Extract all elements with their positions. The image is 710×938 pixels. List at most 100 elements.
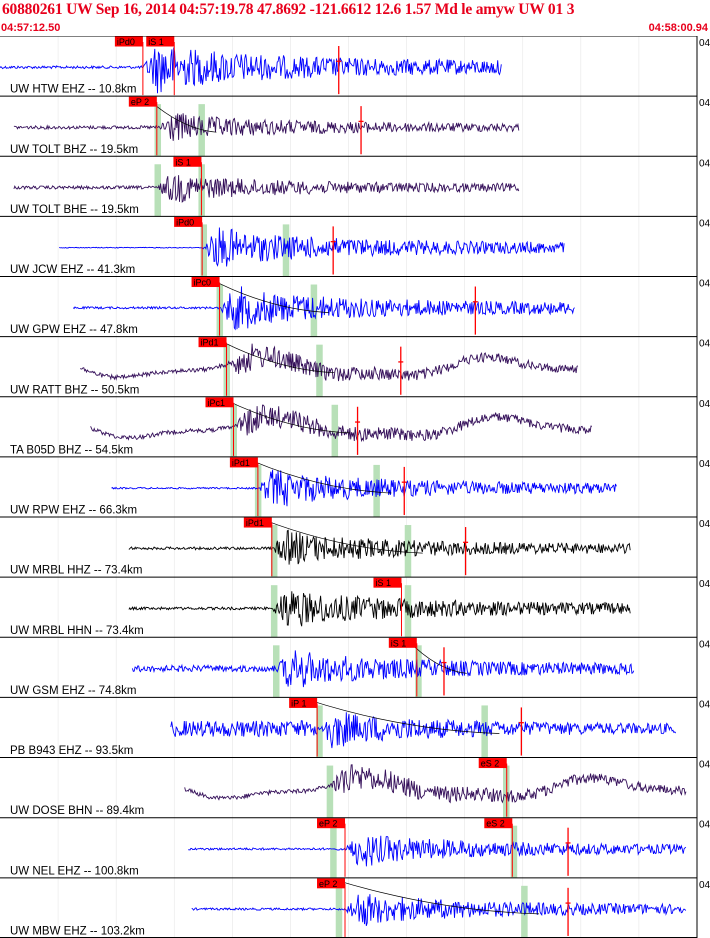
phase-pick-label: eP 2 [319,819,337,829]
theoretical-arrival-band [154,164,162,217]
right-edge-label: 04 [699,579,710,590]
theoretical-arrival-band [335,885,343,938]
trace-panel: eS 2 UW DOSE BHN -- 89.4km 04 [0,757,710,818]
waveform [131,650,635,688]
waveform [170,712,677,749]
station-label: UW GSM EHZ -- 74.8km [10,685,137,697]
travel-time-curve [209,278,329,313]
theoretical-arrival-band [326,765,334,818]
theoretical-arrival-band [510,825,518,878]
trace-panel: iPd1 UW MRBL HHZ -- 73.4km 04 [0,516,710,578]
theoretical-arrival-band [282,224,290,277]
trace-panel: iPd1 UW RPW EHZ -- 66.3km 04 [0,456,710,518]
station-label: UW MRBL HHZ -- 73.4km [10,565,142,577]
trace-panel: iPd0 iS 1 UW HTW EHZ -- 10.8km 04 [0,36,710,96]
trace-panel: iP 1 PB B943 EHZ -- 93.5km 04 [0,696,710,758]
station-label: UW TOLT BHZ -- 19.5km [10,144,138,156]
phase-pick-label: iPc1 [207,398,225,408]
phase-pick-flag [174,216,203,227]
station-label: UW HTW EHZ -- 10.8km [10,84,137,96]
right-edge-label: 04 [699,880,710,891]
phase-pick-flag [114,36,143,47]
trace-panel: iPd1 UW RATT BHZ -- 50.5km 04 [0,336,710,397]
phase-pick-label: iPd1 [232,458,250,468]
right-edge-label: 04 [699,459,710,470]
station-label: UW NEL EHZ -- 100.8km [10,865,139,877]
waveform [79,343,579,382]
phase-pick-flag [128,96,157,107]
phase-pick-flag [173,156,202,167]
station-label: TA B05D BHZ -- 54.5km [10,444,133,456]
right-edge-label: 04 [699,820,710,831]
phase-pick-label: iPd0 [117,37,135,47]
header: 60880261 UW Sep 16, 2014 04:57:19.78 47.… [0,0,710,36]
trace-panel: iS 1 UW MRBL HHN -- 73.4km 04 [0,576,710,638]
theoretical-arrival-band [200,224,208,277]
seismogram-panels: iPd0 iS 1 UW HTW EHZ -- 10.8km 04 eP 2 UW TOL… [0,36,710,938]
travel-time-curve [261,518,423,554]
station-label: UW DOSE BHN -- 89.4km [10,805,144,817]
start-time: 04:57:12.50 [1,22,61,34]
trace-panel: eP 2 eS 2 UW NEL EHZ -- 100.8km 04 [0,817,710,878]
station-label: UW TOLT BHE -- 19.5km [10,204,139,216]
end-time: 04:58:00.94 [648,22,708,34]
station-label: UW RATT BHZ -- 50.5km [10,384,139,396]
theoretical-arrival-band [270,525,278,578]
station-label: UW MBW EHZ -- 103.2km [10,925,145,937]
theoretical-arrival-band [331,404,339,457]
waveform [72,286,575,331]
phase-pick-label: eS 2 [486,819,505,829]
waveform [0,47,502,94]
waveform [111,469,617,507]
phase-pick-label: iS 1 [391,638,407,648]
theoretical-arrival-band [154,104,162,157]
waveform [188,835,687,867]
waveform [59,227,565,267]
trace-panel: eP 2 UW TOLT BHZ -- 19.5km 04 [0,95,710,157]
phase-pick-label: eS 2 [481,759,500,769]
theoretical-arrival-band [404,525,412,578]
theoretical-arrival-band [316,344,323,397]
right-edge-label: 04 [699,519,710,530]
phase-pick-flag [317,878,346,889]
right-edge-label: 04 [699,218,710,229]
trace-panel: iPc1 TA B05D BHZ -- 54.5km 04 [0,396,710,457]
travel-time-curve [223,398,350,434]
phase-pick-flag [243,517,272,528]
phase-pick-flag [205,397,234,408]
trace-panel: eP 2 UW MBW EHZ -- 103.2km 04 [0,877,710,938]
phase-pick-label: iS 1 [148,37,164,47]
travel-time-curve [247,458,392,494]
right-edge-label: 04 [699,38,710,49]
waveform [128,529,631,565]
phase-pick-label: iP 1 [291,698,306,708]
right-edge-label: 04 [699,699,710,710]
waveform [184,764,687,804]
phase-pick-label: iPd1 [246,518,264,528]
travel-time-curve [334,879,540,915]
station-label: UW GPW EHZ -- 47.8km [10,324,138,336]
right-edge-label: 04 [699,760,710,771]
phase-pick-flag [191,277,220,288]
waveform [90,404,592,443]
right-edge-label: 04 [699,158,710,169]
phase-pick-label: iS 1 [175,157,191,167]
phase-pick-label: iPc0 [194,278,212,288]
travel-time-curve [216,338,335,374]
phase-pick-flag [198,337,227,348]
trace-panel: iPc0 UW GPW EHZ -- 47.8km 04 [0,276,710,337]
phase-pick-flag [289,697,318,708]
phase-pick-label: iPd1 [201,338,219,348]
trace-panel: iS 1 UW TOLT BHE -- 19.5km 04 [0,155,710,217]
right-edge-label: 04 [699,279,710,290]
right-edge-label: 04 [699,98,710,109]
theoretical-arrival-band [316,705,323,758]
right-edge-label: 04 [699,339,710,350]
station-label: UW MRBL HHN -- 73.4km [10,625,144,637]
phase-pick-label: eP 2 [131,97,149,107]
right-edge-label: 04 [699,639,710,650]
theoretical-arrival-band [415,645,422,698]
phase-pick-flag [317,818,346,829]
phase-pick-label: iS 1 [375,578,391,588]
trace-panel: iS 1 UW GSM EHZ -- 74.8km 04 [0,636,710,698]
